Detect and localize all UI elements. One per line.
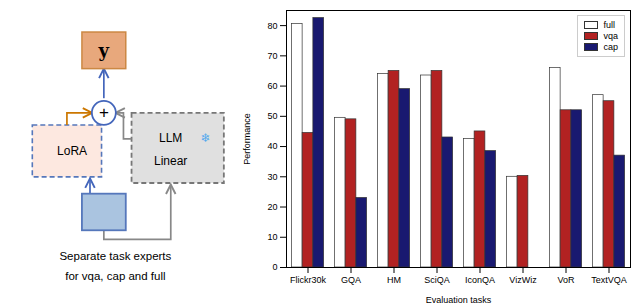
svg-text:70: 70 xyxy=(267,51,277,61)
svg-text:Evaluation tasks: Evaluation tasks xyxy=(426,295,492,305)
svg-text:y: y xyxy=(98,40,110,61)
svg-text:+: + xyxy=(99,103,109,122)
svg-text:SciQA: SciQA xyxy=(424,275,450,285)
svg-text:10: 10 xyxy=(267,232,277,242)
svg-text:GQA: GQA xyxy=(341,275,361,285)
svg-text:0: 0 xyxy=(272,262,277,272)
svg-text:Linear: Linear xyxy=(154,154,187,168)
svg-text:40: 40 xyxy=(267,141,277,151)
svg-text:20: 20 xyxy=(267,202,277,212)
svg-text:for vqa, cap and full: for vqa, cap and full xyxy=(65,270,165,282)
svg-text:TextVQA: TextVQA xyxy=(591,275,627,285)
svg-text:30: 30 xyxy=(267,172,277,182)
svg-text:HM: HM xyxy=(387,275,401,285)
svg-text:LoRA: LoRA xyxy=(57,144,87,158)
svg-text:60: 60 xyxy=(267,81,277,91)
svg-text:IconQA: IconQA xyxy=(465,275,495,285)
html-text:cap: cap xyxy=(603,42,618,52)
svg-text:Flickr30k: Flickr30k xyxy=(290,275,327,285)
svg-text:VoR: VoR xyxy=(557,275,575,285)
svg-text:Performance: Performance xyxy=(242,113,252,165)
svg-text:50: 50 xyxy=(267,111,277,121)
svg-text:80: 80 xyxy=(267,20,277,30)
svg-text:❄: ❄ xyxy=(201,131,211,145)
html-text:vqa: vqa xyxy=(603,31,618,41)
html-text:full: full xyxy=(603,20,615,30)
svg-text:LLM: LLM xyxy=(159,131,182,145)
svg-text:Separate task experts: Separate task experts xyxy=(59,250,171,262)
svg-text:VizWiz: VizWiz xyxy=(509,275,537,285)
